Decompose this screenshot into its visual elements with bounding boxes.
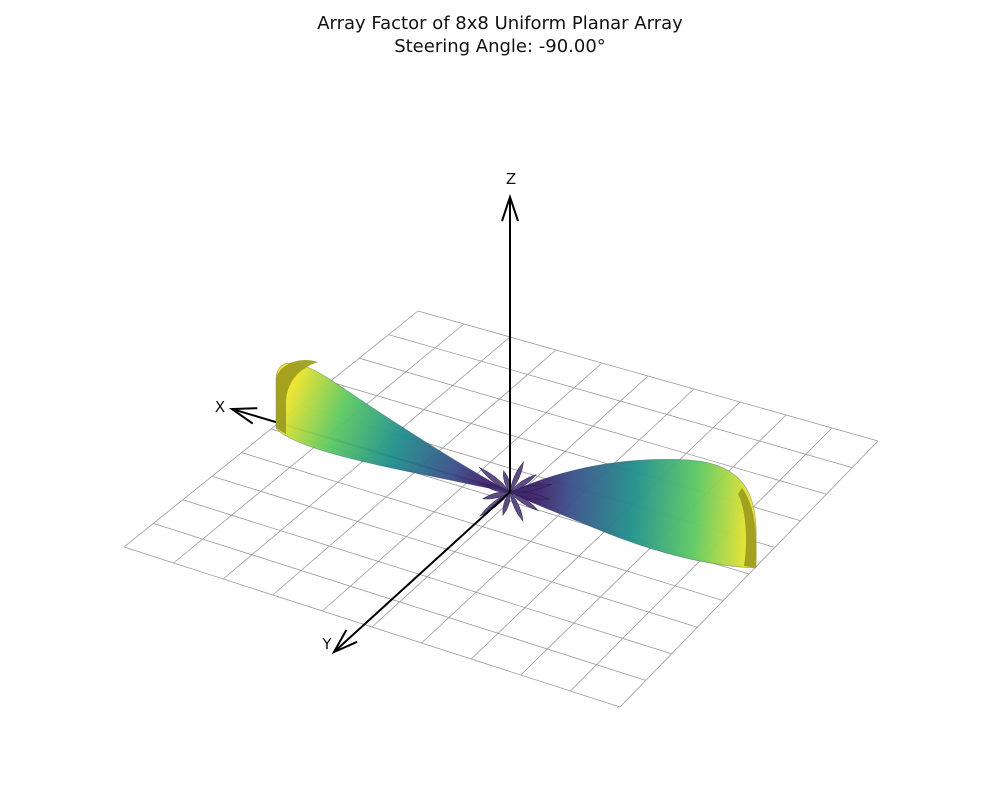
side-lobe bbox=[478, 467, 511, 493]
axis-lines-front bbox=[331, 193, 519, 655]
side-lobe bbox=[481, 491, 511, 500]
side-lobe bbox=[509, 491, 540, 512]
main-lobe-positive-x-cap bbox=[738, 488, 757, 568]
grid-line bbox=[359, 357, 827, 495]
side-lobe bbox=[502, 491, 511, 516]
z-axis-arrow-head bbox=[501, 193, 519, 222]
x-axis-label: X bbox=[215, 398, 225, 416]
main-lobe-positive-x bbox=[509, 459, 757, 569]
y-axis-arrow-head bbox=[331, 629, 358, 655]
side-lobe bbox=[509, 484, 552, 493]
side-lobe bbox=[509, 460, 524, 493]
side-lobe bbox=[509, 491, 550, 500]
axis-labels: Z X Y bbox=[215, 170, 516, 653]
radiation-pattern bbox=[275, 359, 757, 569]
floor-grid bbox=[123, 310, 879, 708]
chart-subtitle: Steering Angle: -90.00° bbox=[394, 36, 606, 57]
main-lobe-negative-x-cap bbox=[276, 359, 318, 434]
chart-title: Array Factor of 8x8 Uniform Planar Array bbox=[317, 13, 683, 34]
grid-line bbox=[388, 334, 853, 468]
chart-title-block: Array Factor of 8x8 Uniform Planar Array… bbox=[0, 12, 1000, 58]
z-axis-label: Z bbox=[506, 170, 516, 188]
grid-line bbox=[619, 440, 879, 708]
side-lobe bbox=[509, 491, 524, 523]
grid-line bbox=[421, 388, 695, 644]
main-lobe-negative-x bbox=[275, 362, 511, 493]
y-axis-arrow bbox=[333, 491, 511, 653]
x-axis-arrow-head bbox=[228, 407, 258, 425]
y-axis-label: Y bbox=[321, 635, 332, 653]
grid-line bbox=[417, 310, 879, 442]
